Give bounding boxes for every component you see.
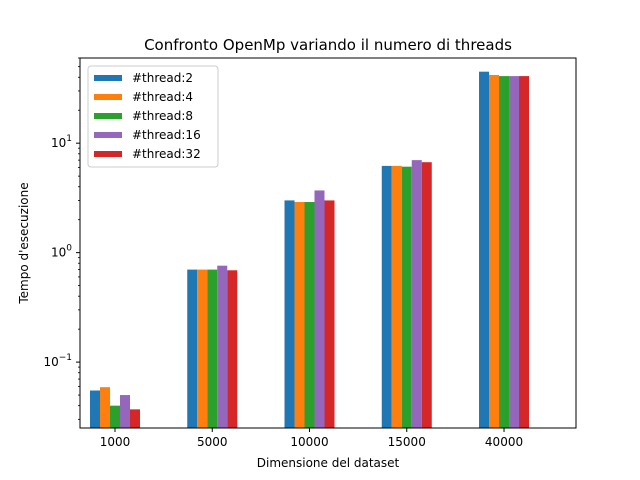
- bar--thread-4-40000: [489, 74, 500, 429]
- x-tick-label: 10000: [290, 435, 328, 449]
- legend-swatch: [94, 113, 122, 119]
- y-tick-label: 10−1: [43, 353, 72, 369]
- legend-swatch: [94, 151, 122, 157]
- bar--thread-4-15000: [391, 165, 402, 428]
- bar--thread-8-40000: [499, 76, 510, 428]
- chart-title: Confronto OpenMp variando il numero di t…: [144, 36, 512, 54]
- legend-label: #thread:8: [132, 109, 193, 123]
- x-tick-label: 1000: [100, 435, 131, 449]
- legend-label: #thread:2: [132, 71, 193, 85]
- x-axis-ticks: 1000 5000 10000 15000 40000: [100, 428, 523, 449]
- y-tick-label: 101: [51, 134, 72, 150]
- bar--thread-32-10000: [324, 200, 335, 428]
- bar--thread-2-40000: [479, 71, 490, 429]
- y-axis-ticks: 10−1 100 101: [43, 57, 80, 420]
- bar--thread-4-5000: [197, 269, 208, 428]
- legend-label: #thread:32: [132, 147, 201, 161]
- bar--thread-8-15000: [401, 166, 412, 429]
- y-axis-label: Tempo d'esecuzione: [17, 182, 31, 304]
- bar--thread-2-15000: [381, 165, 392, 428]
- y-tick-label: 100: [51, 244, 72, 260]
- x-axis-label: Dimensione del dataset: [257, 456, 400, 470]
- bar--thread-32-5000: [227, 270, 238, 428]
- bar--thread-4-10000: [294, 202, 305, 428]
- legend-swatch: [94, 132, 122, 138]
- bar--thread-16-40000: [509, 76, 520, 428]
- legend-box: [87, 65, 219, 168]
- bar--thread-8-1000: [110, 405, 120, 428]
- bar--thread-2-10000: [284, 200, 295, 428]
- legend-swatch: [94, 94, 122, 100]
- legend-label: #thread:4: [132, 90, 193, 104]
- legend: #thread:2 #thread:4 #thread:8 #thread:16 #th…: [87, 65, 219, 168]
- bar--thread-16-10000: [314, 190, 325, 428]
- bar--thread-2-1000: [90, 390, 100, 428]
- bar--thread-8-5000: [207, 269, 218, 428]
- bar--thread-32-40000: [519, 76, 530, 428]
- x-tick-label: 40000: [485, 435, 523, 449]
- bar--thread-4-1000: [100, 387, 110, 428]
- x-tick-label: 15000: [388, 435, 426, 449]
- bar--thread-16-15000: [411, 160, 422, 428]
- bar--thread-8-10000: [304, 202, 315, 428]
- bar--thread-32-15000: [421, 162, 432, 428]
- bar--thread-16-5000: [217, 265, 228, 428]
- bar--thread-2-5000: [187, 269, 198, 428]
- legend-swatch: [94, 75, 122, 81]
- bar--thread-16-1000: [120, 395, 130, 428]
- bar--thread-32-1000: [130, 409, 140, 428]
- legend-label: #thread:16: [132, 128, 201, 142]
- plot-frame: [79, 57, 577, 429]
- x-tick-label: 5000: [197, 435, 228, 449]
- bars-group: [90, 71, 530, 429]
